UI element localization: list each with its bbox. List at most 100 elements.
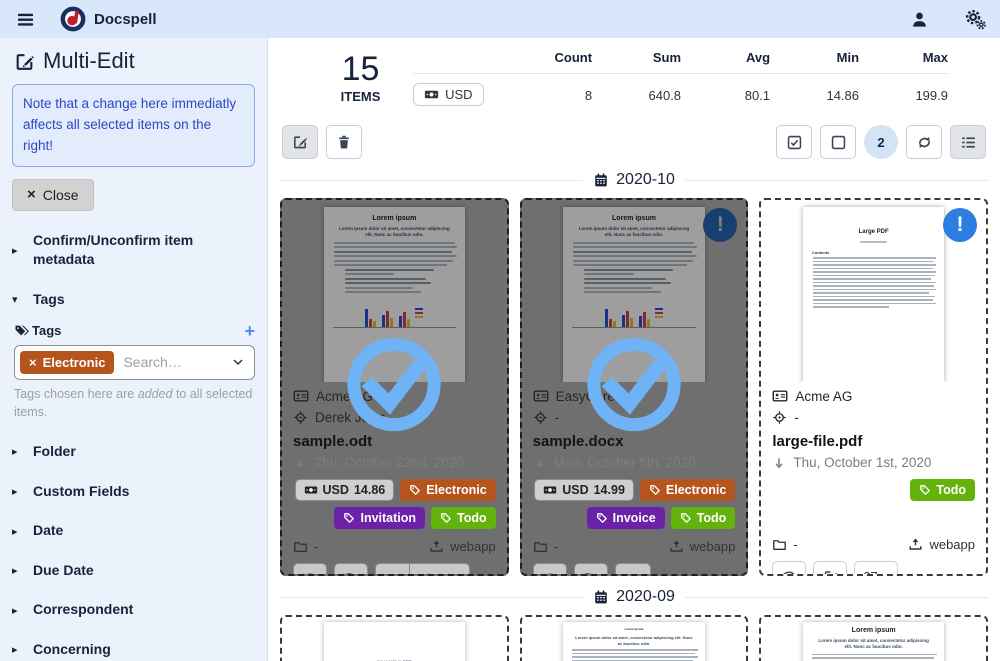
address-card-icon (533, 388, 549, 404)
multi-edit-sidebar: Multi-Edit Note that a change here immed… (0, 38, 268, 661)
dropdown-chevron-icon[interactable] (230, 353, 246, 371)
month-group-header: 2020-10 (280, 171, 988, 189)
address-card-icon (293, 388, 309, 404)
preview-title: Lorem ipsum (372, 215, 417, 222)
eye-icon (781, 568, 797, 576)
edit-item-button[interactable] (573, 563, 608, 574)
edit-icon (344, 571, 359, 577)
correspondent-row: EasyCare AG (533, 387, 736, 405)
amount-badge: USD 14.99 (534, 479, 634, 501)
item-card[interactable]: Lorem ipsum Lorem ipsum dolor sit amet, … (280, 198, 509, 576)
source-row: webapp (908, 537, 975, 552)
search-placeholder: Search… (123, 354, 182, 371)
item-card[interactable]: Lorem ipsum Lorem ipsum dolor sit amet, … (759, 615, 988, 661)
section-label: Folder (33, 443, 76, 460)
tag-icon (343, 512, 355, 524)
item-card[interactable]: ! Large PDF Contents Acme AG - large-fil… (759, 198, 988, 576)
preview-title: Lorem ipsum (851, 627, 896, 634)
preview-chart (332, 298, 457, 329)
sidebar-section-due-date[interactable]: ▸ Due Date (12, 561, 255, 581)
preview-title: Lorem ipsum (612, 215, 656, 222)
preview-title: Large PDF (858, 229, 889, 235)
document-preview: Large PDF Contents (761, 200, 986, 382)
preview-intro: Lorem ipsum dolor sit amet, consectetur … (818, 638, 929, 650)
item-card[interactable]: ! Lorem ipsum Lorem ipsum dolor sit amet… (519, 198, 749, 576)
item-card[interactable]: Keywords in PDF (280, 615, 509, 661)
deselect-all-button[interactable] (820, 125, 856, 159)
preview-intro: Lorem ipsum dolor sit amet, consectetur … (339, 226, 450, 238)
item-date-row: Thu, October 1st, 2020 (772, 455, 975, 470)
chevron-right-icon: ▸ (12, 244, 18, 257)
tag-badge: Electronic (639, 479, 736, 501)
sidebar-section-folder[interactable]: ▸ Folder (12, 442, 255, 462)
concerning-row: - (772, 408, 975, 426)
folder-icon (772, 537, 787, 552)
upload-icon (669, 539, 684, 554)
app-title: Docspell (94, 10, 157, 28)
upload-icon (908, 537, 923, 552)
chevron-right-icon: ▸ (12, 565, 18, 578)
refresh-button[interactable] (906, 125, 942, 159)
sidebar-section-concerning[interactable]: ▸ Concerning (12, 640, 255, 660)
edit-selected-button[interactable] (282, 125, 318, 159)
month-label: 2020-10 (616, 171, 675, 188)
preview-chart (572, 298, 696, 329)
item-filename: sample.odt (293, 433, 373, 450)
sidebar-section-date[interactable]: ▸ Date (12, 521, 255, 541)
list-view-button[interactable] (950, 125, 986, 159)
hamburger-menu-icon[interactable] (14, 8, 36, 30)
delete-selected-button[interactable] (326, 125, 362, 159)
selected-count-badge: 2 (864, 125, 898, 159)
tags-multiselect-input[interactable]: × Electronic Search… (14, 344, 255, 380)
tags-field-label: Tags (14, 323, 61, 338)
sidebar-section-confirm[interactable]: ▸ Confirm/Unconfirm item metadata (12, 231, 255, 270)
preview-item-button[interactable] (532, 563, 567, 574)
chevron-right-icon: ▸ (12, 485, 18, 498)
preview-item-button[interactable] (293, 563, 327, 574)
checkbox-empty-icon (830, 134, 847, 151)
edit-icon (823, 569, 838, 577)
sidebar-section-custom-fields[interactable]: ▸ Custom Fields (12, 482, 255, 502)
preview-item-button[interactable] (772, 561, 807, 576)
stats-header-sum: Sum (652, 50, 682, 65)
sidebar-section-tags[interactable]: ▾ Tags (12, 290, 255, 310)
refresh-icon (916, 134, 933, 151)
items-main-area: 15 ITEMS Count Sum Avg Min Max USD 8 (268, 38, 1000, 661)
add-tag-icon[interactable]: + (244, 320, 255, 341)
page-count-chip: 4p. (614, 563, 651, 574)
settings-gears-icon[interactable] (965, 9, 986, 30)
sidebar-title-row: Multi-Edit (14, 48, 255, 74)
source-row: webapp (669, 539, 735, 554)
edit-item-button[interactable] (813, 561, 848, 577)
select-all-button[interactable] (776, 125, 812, 159)
month-group-header: 2020-09 (280, 588, 988, 606)
preview-intro: Lorem ipsum dolor sit amet, consectetur … (575, 635, 693, 646)
calendar-icon (593, 589, 609, 605)
trash-icon (336, 134, 352, 150)
close-label: Close (42, 186, 79, 203)
currency-badge: USD (413, 83, 484, 106)
concerning-row: Derek Jeter (293, 408, 496, 426)
month-label: 2020-09 (616, 588, 675, 605)
chevron-right-icon: ▸ (12, 604, 18, 617)
currency-stats-table: Count Sum Avg Min Max USD 8 640.8 80.1 1… (413, 50, 948, 107)
user-icon[interactable] (910, 10, 929, 29)
stats-value-avg: 80.1 (744, 87, 771, 103)
close-button[interactable]: × Close (12, 178, 94, 211)
edit-item-button[interactable] (334, 563, 368, 577)
item-card[interactable]: Lorem ipsum Lorem ipsum dolor sit amet, … (519, 615, 749, 661)
edit-icon (14, 51, 35, 72)
tag-icon (919, 484, 931, 496)
money-icon (543, 483, 557, 497)
section-label: Custom Fields (33, 482, 130, 499)
crosshair-icon (293, 410, 308, 425)
tag-icon (409, 484, 421, 496)
remove-tag-icon[interactable]: × (29, 354, 37, 370)
sidebar-section-correspondent[interactable]: ▸ Correspondent (12, 600, 255, 620)
section-label: Concerning (33, 641, 111, 658)
goto-item-button[interactable] (375, 563, 409, 574)
stats-header-max: Max (922, 50, 948, 65)
source-row: webapp (429, 539, 496, 554)
selected-tag-chip[interactable]: × Electronic (20, 350, 115, 374)
docspell-logo[interactable] (60, 6, 86, 32)
